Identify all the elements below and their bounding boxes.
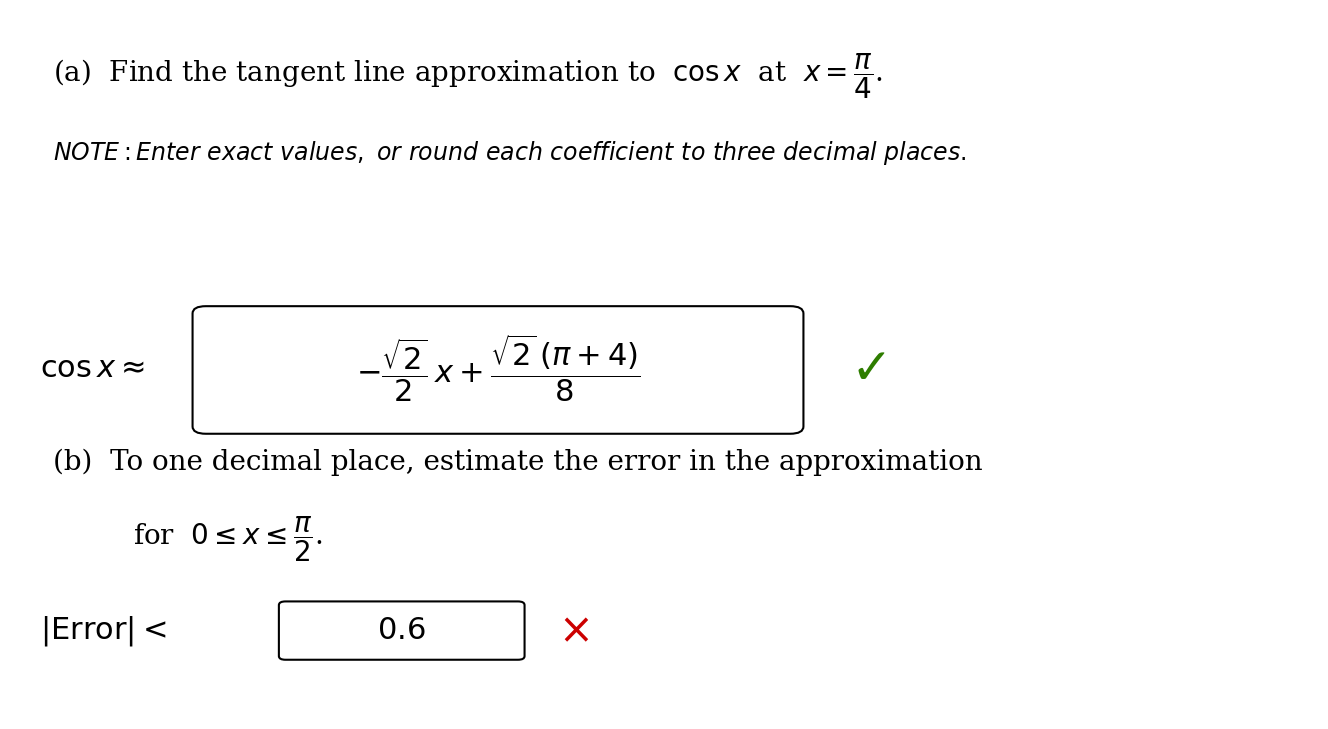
- Text: $\cos x \approx$: $\cos x \approx$: [40, 353, 145, 383]
- Text: $\times$: $\times$: [558, 609, 588, 652]
- Text: $\mathit{NOTE: Enter\ exact\ values,\ or\ round\ each\ coefficient\ to\ three\ d: $\mathit{NOTE: Enter\ exact\ values,\ or…: [53, 139, 967, 166]
- Text: for  $0 \leq x \leq \dfrac{\pi}{2}$.: for $0 \leq x \leq \dfrac{\pi}{2}$.: [133, 514, 323, 564]
- Text: $|\mathrm{Error}| <$: $|\mathrm{Error}| <$: [40, 614, 166, 647]
- Text: $\checkmark$: $\checkmark$: [850, 343, 886, 393]
- FancyBboxPatch shape: [193, 306, 803, 434]
- Text: $0.6$: $0.6$: [377, 615, 426, 646]
- FancyBboxPatch shape: [279, 601, 525, 660]
- Text: $-\dfrac{\sqrt{2}}{2}\, x + \dfrac{\sqrt{2}\,(\pi + 4)}{8}$: $-\dfrac{\sqrt{2}}{2}\, x + \dfrac{\sqrt…: [356, 332, 640, 404]
- Text: (b)  To one decimal place, estimate the error in the approximation: (b) To one decimal place, estimate the e…: [53, 448, 983, 476]
- Text: (a)  Find the tangent line approximation to  $\cos x$  at  $x = \dfrac{\pi}{4}$.: (a) Find the tangent line approximation …: [53, 51, 883, 101]
